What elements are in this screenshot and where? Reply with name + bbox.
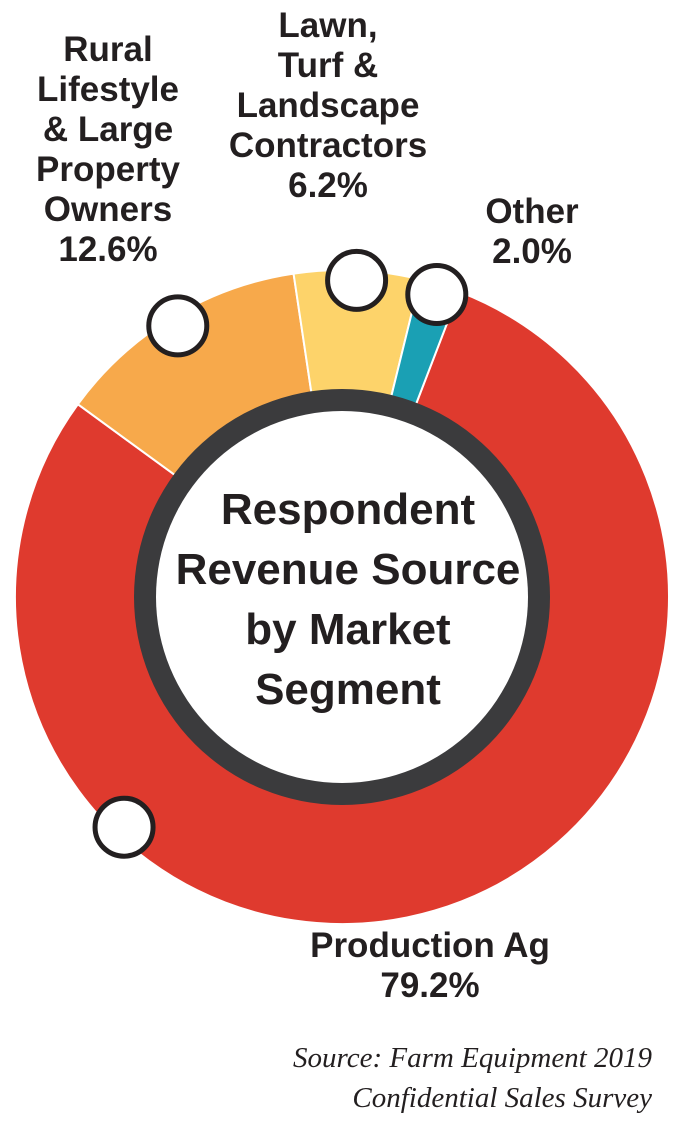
center-circle	[156, 411, 528, 783]
source-note: Source: Farm Equipment 2019 Confidential…	[172, 1038, 652, 1118]
chart-title-line: Segment	[255, 665, 441, 714]
slice-label-line: Production Ag	[310, 926, 550, 965]
slice-label-line: Contractors	[228, 126, 428, 165]
slice-label-rural-lifestyle: Rural Lifestyle & Large Property Owners …	[18, 30, 198, 270]
donut-slices	[14, 269, 670, 925]
slice-label-line: Other	[485, 192, 579, 231]
chart-title: Respondent Revenue Source by Market Segm…	[160, 480, 536, 720]
slice-label-line: Rural	[63, 30, 153, 69]
marker-rural-lifestyle	[146, 294, 210, 358]
slice-label-line: Lawn,	[278, 6, 378, 45]
slice-label-lawn-turf: Lawn, Turf & Landscape Contractors 6.2%	[218, 6, 438, 206]
slice-label-line: Turf &	[277, 46, 379, 85]
marker-lawn-turf	[325, 248, 389, 312]
slice-label-production-ag: Production Ag 79.2%	[290, 926, 570, 1006]
slice-value-label: 79.2%	[380, 966, 480, 1005]
slice-label-line: Owners	[43, 190, 173, 229]
source-line: Confidential Sales Survey	[352, 1082, 652, 1114]
chart-title-line: Respondent	[220, 485, 476, 534]
slice-label-other: Other 2.0%	[472, 192, 592, 272]
chart-title-line: by Market	[245, 605, 451, 654]
slice-label-line: Property	[36, 150, 180, 189]
slice-value-label: 12.6%	[58, 230, 158, 269]
marker-other	[405, 263, 469, 327]
marker-production-ag	[92, 795, 156, 859]
slice-label-line: Landscape	[236, 86, 420, 125]
slice-value-label: 2.0%	[492, 232, 572, 271]
slice-label-line: Lifestyle	[37, 70, 179, 109]
slice-value-label: 6.2%	[288, 166, 368, 205]
slice-label-line: & Large	[42, 110, 174, 149]
slice-markers	[92, 248, 469, 859]
source-line: Source: Farm Equipment 2019	[293, 1042, 652, 1074]
chart-title-line: Revenue Source	[175, 545, 521, 594]
